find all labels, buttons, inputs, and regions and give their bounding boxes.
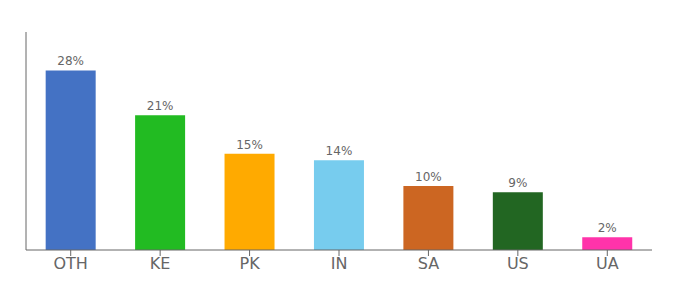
svg-text:21%: 21%: [147, 99, 174, 113]
svg-text:IN: IN: [331, 254, 348, 273]
svg-text:SA: SA: [418, 254, 439, 273]
svg-text:PK: PK: [240, 254, 261, 273]
svg-text:10%: 10%: [415, 170, 442, 184]
svg-text:9%: 9%: [508, 176, 527, 190]
svg-text:OTH: OTH: [54, 254, 88, 273]
svg-text:KE: KE: [150, 254, 171, 273]
svg-text:14%: 14%: [326, 144, 353, 158]
svg-text:15%: 15%: [236, 138, 263, 152]
svg-text:UA: UA: [596, 254, 619, 273]
svg-text:28%: 28%: [57, 54, 84, 68]
svg-text:2%: 2%: [598, 221, 617, 235]
svg-text:US: US: [507, 254, 529, 273]
